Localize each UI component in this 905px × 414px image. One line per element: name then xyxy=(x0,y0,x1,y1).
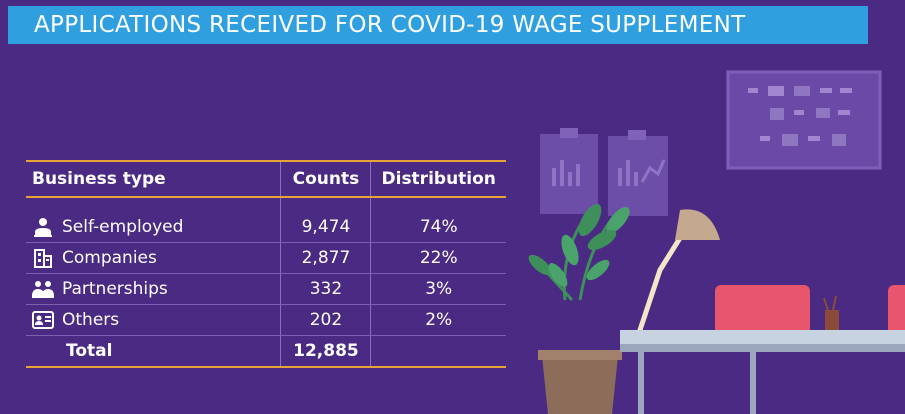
desk xyxy=(620,295,905,414)
header-counts: Counts xyxy=(280,160,371,198)
total-row: Total 12,885 xyxy=(26,335,506,368)
potted-plant xyxy=(528,203,630,414)
desk-lamp xyxy=(621,209,720,349)
business-type-label: Self-employed xyxy=(62,217,184,237)
table-row: Companies 2,877 22% xyxy=(26,242,506,274)
total-distribution xyxy=(370,335,506,368)
total-count: 12,885 xyxy=(280,335,371,368)
title-banner: APPLICATIONS RECEIVED FOR COVID-19 WAGE … xyxy=(8,6,868,44)
page-title: APPLICATIONS RECEIVED FOR COVID-19 WAGE … xyxy=(34,12,746,38)
business-type-label: Others xyxy=(62,310,120,330)
count-value: 2,877 xyxy=(280,242,371,274)
person-icon xyxy=(32,217,54,237)
count-value: 332 xyxy=(280,273,371,305)
header-business-type: Business type xyxy=(26,160,281,198)
count-value: 9,474 xyxy=(280,212,371,243)
table-row: Partnerships 332 3% xyxy=(26,273,506,305)
applications-table: Business type Counts Distribution Self-e… xyxy=(26,160,506,368)
distribution-value: 22% xyxy=(370,242,506,274)
table-header-row: Business type Counts Distribution xyxy=(26,160,506,198)
business-type-label: Companies xyxy=(62,248,157,268)
distribution-value: 74% xyxy=(370,212,506,243)
clipboard-charts xyxy=(540,128,668,216)
people-group-icon xyxy=(32,279,54,299)
building-icon xyxy=(32,248,54,268)
header-distribution: Distribution xyxy=(370,160,506,198)
spacer-row xyxy=(26,197,506,212)
office-illustration xyxy=(528,70,905,414)
wall-board xyxy=(726,70,882,170)
applications-table-container: Business type Counts Distribution Self-e… xyxy=(26,160,506,368)
id-card-icon xyxy=(32,310,54,330)
distribution-value: 2% xyxy=(370,304,506,336)
count-value: 202 xyxy=(280,304,371,336)
distribution-value: 3% xyxy=(370,273,506,305)
table-row: Others 202 2% xyxy=(26,304,506,336)
total-label: Total xyxy=(26,335,281,368)
table-row: Self-employed 9,474 74% xyxy=(26,212,506,243)
business-type-label: Partnerships xyxy=(62,279,168,299)
